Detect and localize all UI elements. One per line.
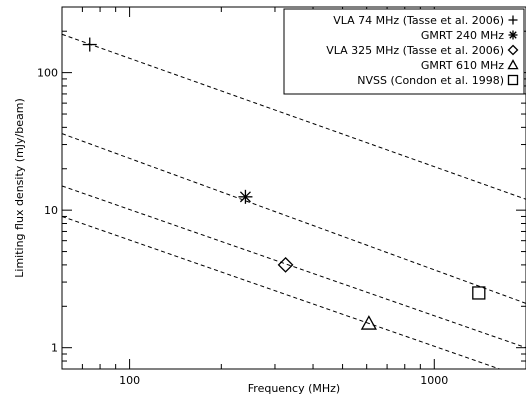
legend-marker-square (507, 74, 519, 86)
y-tick-label: 10 (44, 204, 58, 217)
legend-marker-asterisk (508, 30, 518, 40)
data-point-square (472, 286, 486, 300)
y-tick-label: 100 (37, 67, 58, 80)
x-tick-label: 1000 (420, 374, 448, 387)
legend-label: VLA 325 MHz (Tasse et al. 2006) (326, 44, 504, 57)
data-point-diamond (277, 256, 294, 273)
plot-frame (61, 6, 526, 370)
y-tick-label: 1 (51, 342, 58, 355)
legend-marker-triangle (507, 59, 519, 70)
legend-marker-diamond (507, 44, 519, 56)
x-tick-label: 100 (119, 374, 140, 387)
data-point-asterisk (238, 189, 253, 204)
legend: VLA 74 MHz (Tasse et al. 2006) GMRT 240 M… (283, 8, 525, 95)
y-axis-ticks: 1 10 100 (37, 6, 526, 370)
legend-box (283, 8, 525, 95)
legend-label: VLA 74 MHz (Tasse et al. 2006) (333, 14, 504, 27)
y-axis-label: Limiting flux density (mJy/beam) (13, 98, 26, 277)
legend-label: GMRT 610 MHz (421, 59, 504, 72)
x-axis-label: Frequency (MHz) (248, 382, 340, 395)
data-points (82, 37, 486, 330)
legend-label: NVSS (Condon et al. 1998) (357, 74, 504, 87)
legend-label: GMRT 240 MHz (421, 29, 504, 42)
data-point-plus (82, 37, 97, 52)
reference-lines (62, 33, 526, 369)
reference-line-3 (62, 185, 526, 349)
legend-marker-plus (508, 15, 518, 25)
reference-line-1 (62, 33, 526, 200)
data-point-triangle (360, 315, 377, 330)
reference-line-4 (62, 215, 502, 369)
reference-line-2 (62, 133, 526, 304)
